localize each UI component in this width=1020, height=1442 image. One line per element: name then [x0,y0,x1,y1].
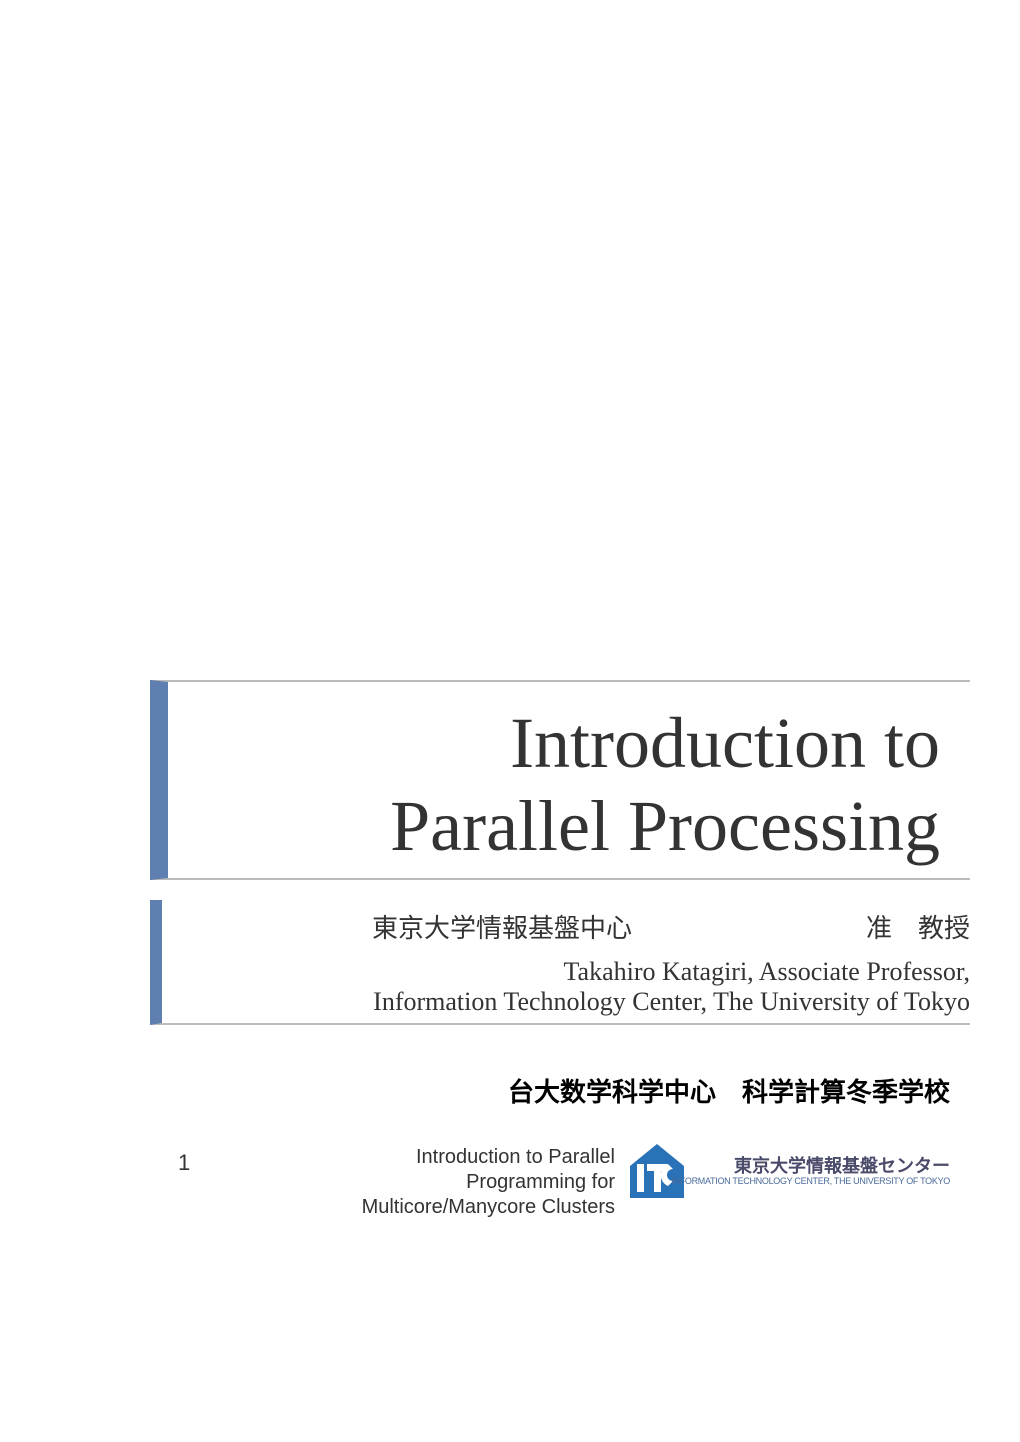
footer-course-text: Introduction to Parallel Programming for… [355,1145,615,1220]
title-line-1: Introduction to [168,702,940,785]
logo-text-en: INFORMATION TECHNOLOGY CENTER, THE UNIVE… [671,1176,950,1186]
itc-logo-icon [624,1142,690,1202]
page-number: 1 [178,1150,190,1176]
school-name: 台大数学科学中心 科学計算冬季学校 [508,1072,950,1109]
footer-text-line2: Multicore/Manycore Clusters [362,1196,615,1218]
author-jp: 東京大学情報基盤中心 准 教授 [162,908,970,945]
title-block: Introduction to Parallel Processing [150,680,970,880]
author-en-1: Takahiro Katagiri, Associate Professor, [162,957,970,987]
footer: 1 Introduction to Parallel Programming f… [0,1140,1020,1210]
logo-text-jp: 東京大学情報基盤センター [734,1152,950,1178]
footer-text-line1: Introduction to Parallel Programming for [416,1146,615,1193]
title-line-2: Parallel Processing [168,785,940,868]
author-en-2: Information Technology Center, The Unive… [162,987,970,1017]
subtitle-block: 東京大学情報基盤中心 准 教授 Takahiro Katagiri, Assoc… [150,900,970,1025]
